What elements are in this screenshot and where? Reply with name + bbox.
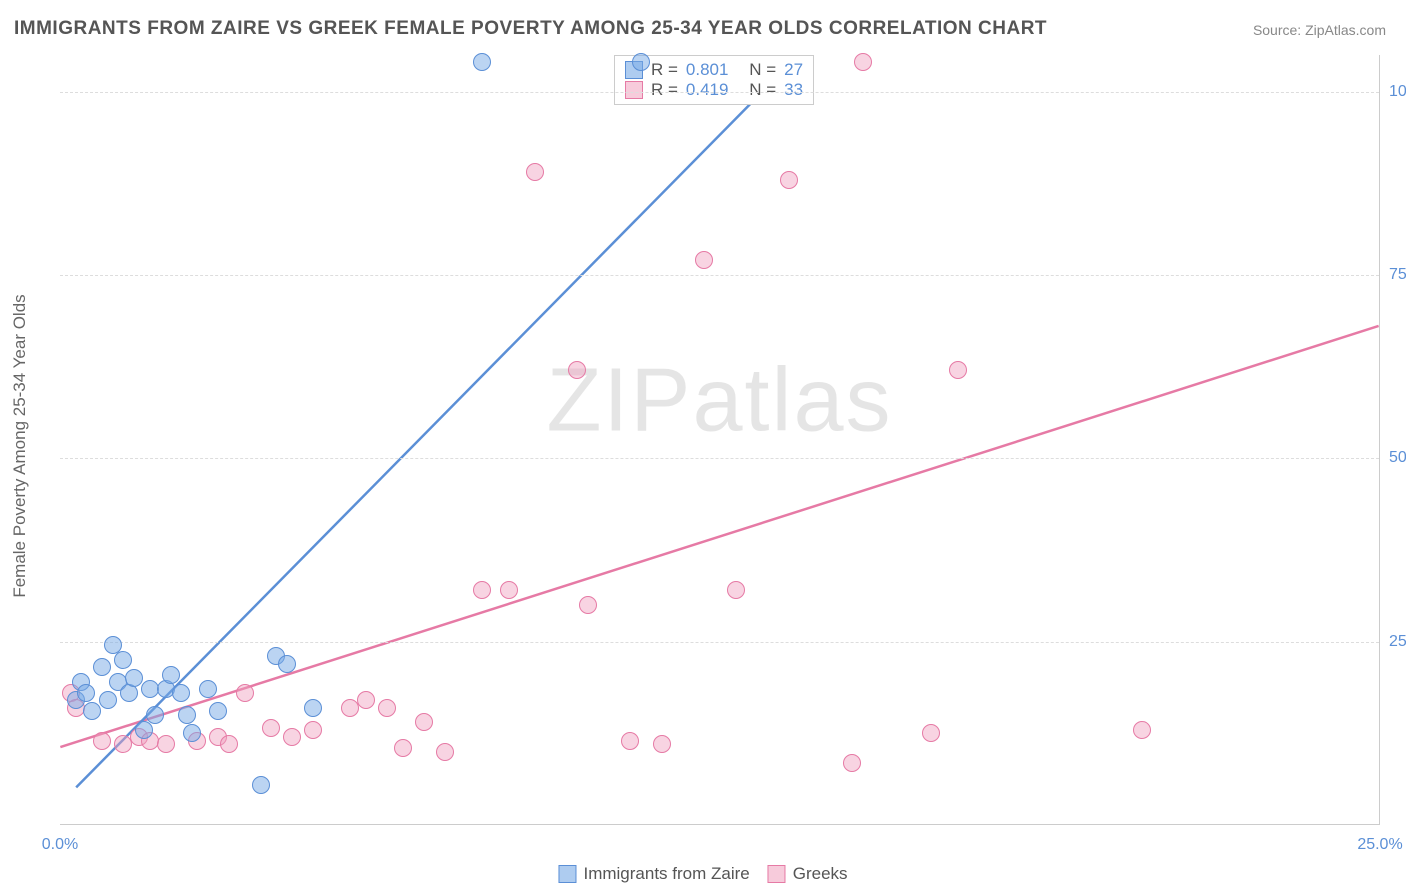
data-point bbox=[473, 581, 491, 599]
data-point bbox=[568, 361, 586, 379]
data-point bbox=[526, 163, 544, 181]
watermark-text: ZIPatlas bbox=[546, 350, 892, 453]
data-point bbox=[621, 732, 639, 750]
scatter-plot-area: ZIPatlas R = 0.801 N = 27 R = 0.419 N = … bbox=[60, 55, 1380, 825]
data-point bbox=[183, 724, 201, 742]
data-point bbox=[304, 721, 322, 739]
gridline bbox=[60, 92, 1379, 93]
x-tick-label: 25.0% bbox=[1357, 836, 1402, 854]
data-point bbox=[178, 706, 196, 724]
r-value: 0.419 bbox=[686, 80, 729, 100]
legend-label: Immigrants from Zaire bbox=[583, 864, 749, 884]
data-point bbox=[99, 691, 117, 709]
chart-title: IMMIGRANTS FROM ZAIRE VS GREEK FEMALE PO… bbox=[14, 18, 1047, 40]
data-point bbox=[93, 732, 111, 750]
data-point bbox=[157, 735, 175, 753]
data-point bbox=[236, 684, 254, 702]
data-point bbox=[727, 581, 745, 599]
data-point bbox=[262, 719, 280, 737]
y-tick-label: 50.0% bbox=[1389, 449, 1406, 467]
legend-item-b: Greeks bbox=[768, 864, 848, 884]
data-point bbox=[304, 699, 322, 717]
n-value: 33 bbox=[784, 80, 803, 100]
data-point bbox=[780, 171, 798, 189]
stats-row-series-b: R = 0.419 N = 33 bbox=[625, 80, 803, 100]
data-point bbox=[394, 739, 412, 757]
data-point bbox=[83, 702, 101, 720]
data-point bbox=[209, 702, 227, 720]
data-point bbox=[632, 53, 650, 71]
regression-line bbox=[60, 326, 1378, 747]
data-point bbox=[172, 684, 190, 702]
swatch-icon bbox=[558, 865, 576, 883]
series-legend: Immigrants from Zaire Greeks bbox=[558, 864, 847, 884]
watermark-atlas: atlas bbox=[692, 351, 892, 451]
regression-lines-layer bbox=[60, 55, 1379, 824]
n-label: N = bbox=[749, 80, 776, 100]
data-point bbox=[922, 724, 940, 742]
legend-item-a: Immigrants from Zaire bbox=[558, 864, 749, 884]
r-label: R = bbox=[651, 80, 678, 100]
gridline bbox=[60, 458, 1379, 459]
n-value: 27 bbox=[784, 60, 803, 80]
data-point bbox=[843, 754, 861, 772]
data-point bbox=[162, 666, 180, 684]
data-point bbox=[473, 53, 491, 71]
y-tick-label: 100.0% bbox=[1389, 83, 1406, 101]
data-point bbox=[252, 776, 270, 794]
data-point bbox=[500, 581, 518, 599]
data-point bbox=[854, 53, 872, 71]
data-point bbox=[579, 596, 597, 614]
y-tick-label: 75.0% bbox=[1389, 266, 1406, 284]
data-point bbox=[77, 684, 95, 702]
source-attribution: Source: ZipAtlas.com bbox=[1253, 22, 1386, 38]
n-label: N = bbox=[749, 60, 776, 80]
data-point bbox=[653, 735, 671, 753]
data-point bbox=[114, 651, 132, 669]
regression-line bbox=[76, 55, 798, 787]
data-point bbox=[378, 699, 396, 717]
data-point bbox=[220, 735, 238, 753]
stats-row-series-a: R = 0.801 N = 27 bbox=[625, 60, 803, 80]
legend-label: Greeks bbox=[793, 864, 848, 884]
data-point bbox=[436, 743, 454, 761]
data-point bbox=[695, 251, 713, 269]
gridline bbox=[60, 642, 1379, 643]
y-axis-label: Female Poverty Among 25-34 Year Olds bbox=[10, 294, 30, 597]
data-point bbox=[146, 706, 164, 724]
swatch-icon bbox=[768, 865, 786, 883]
data-point bbox=[1133, 721, 1151, 739]
data-point bbox=[125, 669, 143, 687]
r-label: R = bbox=[651, 60, 678, 80]
data-point bbox=[93, 658, 111, 676]
data-point bbox=[357, 691, 375, 709]
data-point bbox=[415, 713, 433, 731]
y-tick-label: 25.0% bbox=[1389, 633, 1406, 651]
data-point bbox=[283, 728, 301, 746]
data-point bbox=[949, 361, 967, 379]
swatch-icon bbox=[625, 81, 643, 99]
data-point bbox=[278, 655, 296, 673]
x-tick-label: 0.0% bbox=[42, 836, 78, 854]
gridline bbox=[60, 275, 1379, 276]
data-point bbox=[199, 680, 217, 698]
r-value: 0.801 bbox=[686, 60, 729, 80]
